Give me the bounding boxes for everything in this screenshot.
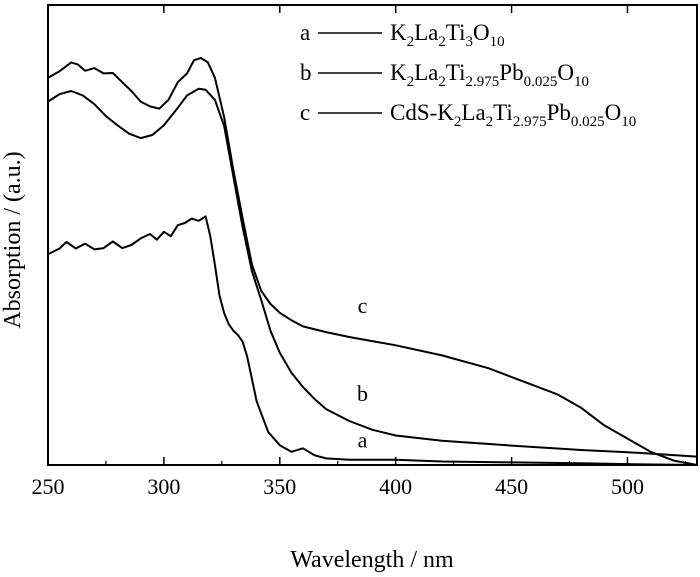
formula-text: O <box>605 100 622 125</box>
formula-subscript: 2 <box>438 34 446 50</box>
formula-text: La <box>414 20 438 45</box>
x-tick-label: 500 <box>611 474 644 499</box>
formula-subscript: 2 <box>454 114 462 130</box>
formula-subscript: 0.025 <box>571 114 605 130</box>
curve-label-b: b <box>357 381 368 406</box>
legend-formula-b: K2La2Ti2.975Pb0.025O10 <box>390 60 589 90</box>
series-b-line <box>47 87 698 458</box>
formula-text: Ti <box>446 20 466 45</box>
formula-subscript: 2.975 <box>513 114 547 130</box>
y-axis-title: Absorption / (a.u.) <box>0 151 26 328</box>
legend-letter-c: c <box>300 100 310 125</box>
formula-subscript: 10 <box>574 74 589 90</box>
formula-subscript: 0.025 <box>524 74 558 90</box>
legend-letter-a: a <box>300 20 310 45</box>
formula-text: Ti <box>446 60 466 85</box>
formula-text: O <box>557 60 574 85</box>
formula-text: CdS-K <box>390 100 454 125</box>
formula-subscript: 10 <box>621 114 636 130</box>
curve-label-a: a <box>358 427 368 452</box>
formula-text: K <box>390 60 407 85</box>
x-tick-label: 250 <box>32 474 65 499</box>
formula-subscript: 2 <box>407 74 415 90</box>
curve-label-c: c <box>358 293 368 318</box>
formula-subscript: 3 <box>466 34 474 50</box>
formula-subscript: 2 <box>407 34 415 50</box>
formula-text: K <box>390 20 407 45</box>
formula-text: Pb <box>499 60 523 85</box>
formula-subscript: 2 <box>486 114 494 130</box>
formula-text: O <box>473 20 490 45</box>
formula-text: La <box>414 60 438 85</box>
series-c-line <box>47 57 698 466</box>
x-ticks: 250 300 350 400 450 500 <box>32 5 687 499</box>
plot-border <box>47 4 698 466</box>
x-tick-label: 450 <box>495 474 528 499</box>
formula-text: Ti <box>493 100 513 125</box>
legend-formula-c: CdS-K2La2Ti2.975Pb0.025O10 <box>390 100 636 130</box>
formula-subscript: 10 <box>490 34 505 50</box>
legend-formula-a: K2La2Ti3O10 <box>390 20 505 50</box>
legend-letter-b: b <box>300 60 312 85</box>
x-tick-label: 350 <box>263 474 296 499</box>
formula-text: La <box>461 100 485 125</box>
curve-labels: c ba <box>357 293 368 452</box>
x-tick-label: 300 <box>147 474 180 499</box>
formula-text: Pb <box>547 100 571 125</box>
plot-frame <box>47 4 698 466</box>
formula-subscript: 2 <box>438 74 446 90</box>
formula-subscript: 2.975 <box>466 74 500 90</box>
series-a-line <box>47 215 698 466</box>
curves <box>47 57 698 466</box>
x-tick-label: 400 <box>379 474 412 499</box>
x-axis-title: Wavelength / nm <box>290 547 454 573</box>
